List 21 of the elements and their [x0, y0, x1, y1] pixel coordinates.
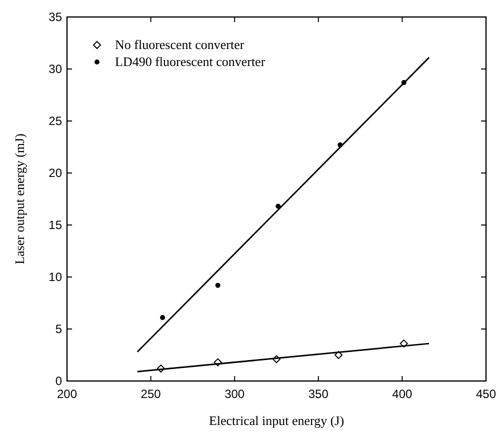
x-tick-label: 250 — [140, 387, 162, 401]
y-tick-label: 30 — [48, 62, 62, 76]
y-tick-label: 0 — [55, 374, 62, 388]
x-axis-title: Electrical input energy (J) — [208, 413, 344, 428]
point — [160, 315, 166, 320]
x-tick-label: 350 — [308, 387, 329, 401]
legend-label: LD490 fluorescent converter — [115, 54, 266, 69]
y-tick-label: 20 — [48, 166, 62, 180]
y-tick-label: 10 — [48, 270, 62, 284]
legend-label: No fluorescent converter — [115, 37, 245, 52]
x-tick-label: 450 — [476, 387, 496, 401]
x-tick-label: 300 — [224, 387, 245, 401]
x-tick-label: 200 — [56, 387, 78, 401]
y-tick-label: 35 — [48, 10, 62, 24]
point — [215, 282, 220, 288]
y-tick-label: 5 — [55, 322, 62, 336]
x-tick-label: 400 — [392, 387, 413, 401]
y-tick-label: 15 — [48, 218, 62, 232]
y-axis-title: Laser output energy (mJ) — [12, 134, 27, 264]
y-tick-label: 25 — [48, 114, 62, 128]
point — [334, 351, 343, 359]
